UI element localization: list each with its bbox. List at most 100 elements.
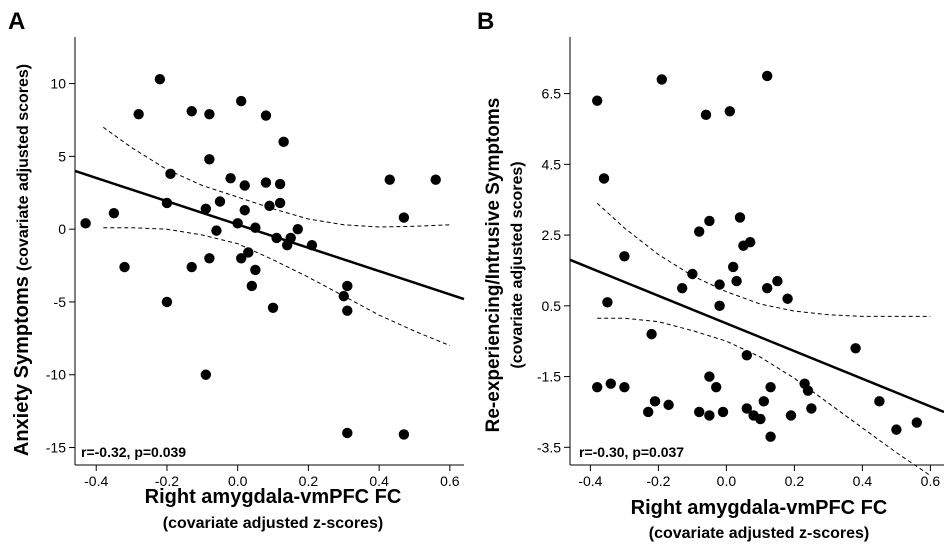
panel-b-plot-area: -0.4 -0.2 0.0 0.2 0.4 0.6 6.5 4.5 2.5 0.5 -1.5 -3.5	[537, 37, 944, 489]
panel-b: B -0.4 -0.2 0.0 0.2 0.4 0.6 6.5 4.5 2.5 0.5 -1.5 -3…	[477, 8, 944, 542]
panel-b-data-point	[874, 396, 885, 407]
panel-b-data-point	[704, 371, 715, 382]
panel-b-data-point	[911, 417, 922, 428]
panel-b-y-tick-label: 6.5	[542, 86, 562, 102]
panel-b-data-point	[762, 70, 773, 82]
panel-a-data-point	[292, 223, 303, 235]
panel-b-x-tick-label: 0.6	[921, 473, 941, 489]
panel-b-data-point	[734, 212, 746, 223]
panel-a-data-point	[200, 369, 212, 380]
panel-a-y-tick-label: 0	[58, 221, 66, 237]
panel-b-data-point	[728, 261, 739, 273]
panel-a-data-point	[186, 106, 197, 117]
panel-a-data-point	[398, 212, 410, 223]
panel-a-data-point	[239, 205, 250, 216]
panel-a-data-point	[161, 197, 173, 209]
panel-a-plot-area: -0.4 -0.2 0.0 0.2 0.4 0.6 10 5 0 -5 -10 -15	[46, 37, 465, 489]
panel-a-y-axis-title-main: Anxiety Symptoms	[11, 276, 33, 456]
panel-b-data-point	[714, 279, 725, 290]
panel-a-data-point	[384, 174, 395, 185]
panel-a-data-point	[204, 108, 215, 120]
panel-b-data-point	[806, 403, 817, 414]
panel-b-x-tick-label: -0.2	[646, 473, 670, 489]
panel-b-data-point	[592, 381, 603, 393]
panel-a-y-tick-label: -10	[46, 367, 66, 383]
panel-b-data-point	[605, 378, 616, 389]
panel-a-data-point	[239, 180, 250, 191]
panel-b-data-point	[802, 385, 814, 396]
panel-b-x-axis-subtitle: (covariate adjusted z-scores)	[649, 525, 870, 542]
panel-a-x-tick-label: 0.0	[228, 473, 248, 489]
panel-b-data-point	[704, 215, 715, 227]
panel-a-x-tick-label: -0.4	[84, 473, 108, 489]
panel-b-data-point	[741, 403, 752, 414]
panel-a-data-point	[200, 203, 212, 214]
panel-b-y-tick-label: -3.5	[537, 439, 561, 455]
panel-a-x-axis-title: Right amygdala-vmPFC FC	[145, 486, 402, 508]
panel-a-data-point	[342, 280, 353, 292]
panel-a-x-tick-label: 0.4	[369, 473, 389, 489]
panel-a-data-point	[338, 290, 349, 302]
panel-b-data-point	[598, 173, 610, 184]
panel-b-label: B	[477, 8, 494, 35]
panel-b-stats-annotation: r=-0.30, p=0.037	[579, 444, 684, 460]
panel-b-data-point	[656, 74, 667, 85]
panel-a-regression-line	[74, 169, 465, 301]
panel-b-y-axis-subtitle: (covariate adjusted scores)	[509, 161, 526, 368]
panel-a-data-point	[214, 196, 226, 207]
panel-b-x-tick-label: 0.2	[785, 473, 805, 489]
panel-a-data-point	[285, 232, 296, 244]
panel-a-data-point	[204, 253, 215, 264]
panel-b-data-point	[663, 399, 674, 411]
panel-a-label: A	[8, 8, 25, 35]
panel-a-data-point	[232, 218, 243, 229]
panel-a-data-point	[278, 136, 289, 148]
panel-a-y-tick-label: -5	[54, 294, 67, 310]
panel-b-data-point	[619, 381, 630, 393]
panel-b-data-point	[694, 226, 705, 237]
panel-b-data-point	[785, 410, 797, 421]
panel-a-data-point	[271, 232, 282, 244]
panel-b-data-point	[741, 350, 752, 361]
panel-a-y-axis-title: Anxiety Symptoms (covariate adjusted scor…	[11, 64, 33, 456]
panel-b-confidence-lower	[597, 317, 931, 477]
panel-a-data-point	[133, 108, 144, 120]
panel-b-data-point	[758, 396, 769, 407]
panel-a-data-point	[204, 154, 215, 165]
panel-b-data-point	[602, 297, 613, 308]
panel-b-regression-line	[569, 258, 944, 414]
panel-a-data-point	[154, 74, 166, 85]
panel-a-data-point	[186, 261, 197, 273]
panel-a-data-point	[246, 280, 258, 292]
panel-a-x-tick-label: -0.2	[155, 473, 179, 489]
panel-b-data-point	[850, 343, 861, 354]
panel-a-data-point	[236, 253, 247, 264]
panel-b-data-point	[731, 275, 742, 287]
panel-b-data-point	[772, 275, 783, 287]
panel-a-y-tick-label: 5	[58, 148, 66, 164]
panel-b-data-point	[724, 106, 735, 117]
panel-a: A -0.4 -0.2 0.0 0.2 0.4 0.6 10 5 0 -5 -10 -15 r=-0.…	[8, 8, 465, 532]
panel-b-data-point	[700, 109, 712, 121]
panel-b-data-point	[687, 268, 698, 280]
panel-b-data-point	[694, 406, 705, 418]
panel-b-data-point	[782, 293, 793, 304]
panel-b-x-tick-label: 0.4	[853, 473, 873, 489]
panel-a-data-point	[161, 296, 173, 308]
panel-a-data-point	[250, 264, 261, 276]
panel-b-y-axis-title: Re-experiencing/Intrusive Symptoms	[483, 98, 504, 433]
panel-b-data-point	[619, 251, 630, 262]
panel-a-y-tick-label: -15	[46, 440, 66, 456]
panel-b-data-point	[762, 282, 773, 294]
panel-a-data-point	[264, 200, 275, 212]
panel-a-data-point	[243, 247, 254, 258]
panel-a-data-point	[119, 261, 130, 273]
panel-b-x-axis-title: Right amygdala-vmPFC FC	[631, 497, 888, 519]
panel-a-y-axis-title-sub: (covariate adjusted scores)	[15, 64, 32, 271]
panel-a-data-point	[260, 110, 272, 121]
panel-b-data-point	[717, 406, 729, 418]
panel-a-data-point	[267, 302, 279, 313]
panel-a-data-point	[398, 429, 410, 440]
panel-b-data-point	[765, 381, 776, 393]
panel-a-data-point	[342, 305, 353, 316]
